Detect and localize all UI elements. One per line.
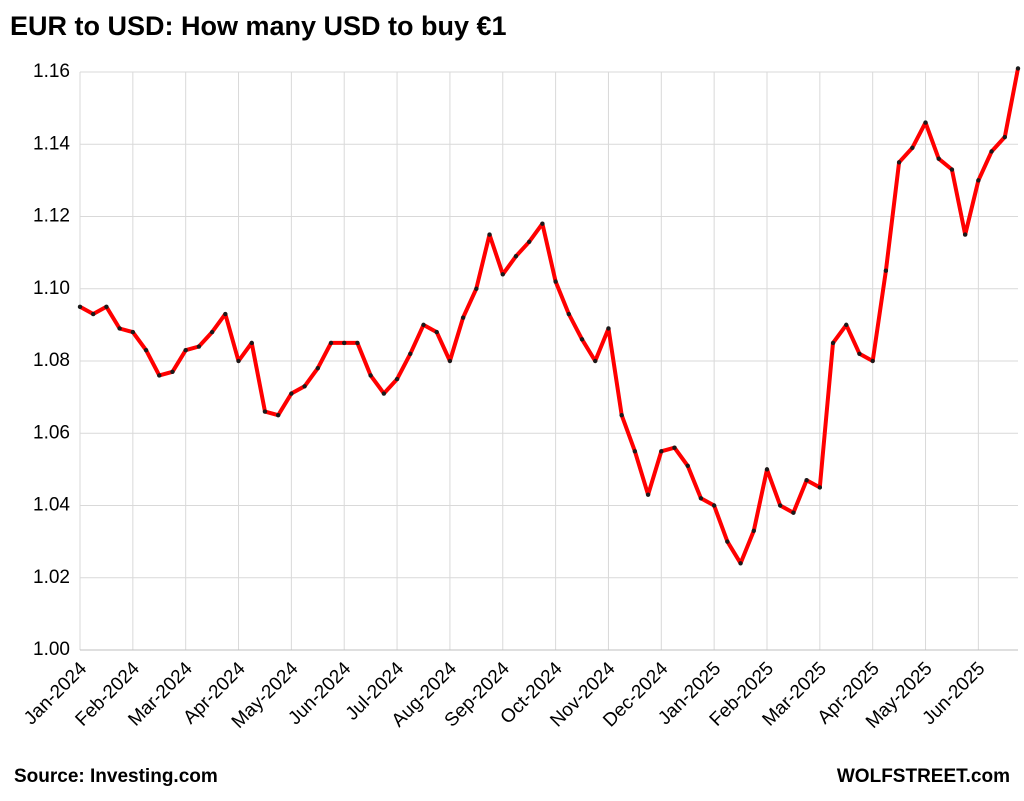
point	[1002, 134, 1007, 140]
point	[883, 268, 889, 273]
point	[579, 337, 585, 342]
point	[976, 178, 981, 183]
point	[764, 467, 770, 472]
y-tick-label: 1.12	[33, 206, 70, 227]
line	[79, 68, 1020, 566]
point	[143, 347, 149, 353]
point	[262, 409, 268, 414]
point	[170, 369, 175, 375]
point	[857, 351, 862, 356]
point	[711, 503, 717, 508]
point	[157, 373, 162, 378]
point	[989, 149, 994, 154]
point	[342, 340, 347, 346]
point	[368, 373, 373, 378]
point	[275, 412, 281, 418]
y-tick-label: 1.02	[33, 567, 70, 588]
point	[593, 358, 598, 364]
point	[830, 340, 836, 346]
point	[817, 485, 823, 490]
point	[619, 412, 624, 418]
point	[738, 561, 743, 566]
point	[698, 496, 704, 501]
point	[896, 160, 902, 165]
point	[355, 340, 360, 346]
point	[460, 315, 466, 320]
point	[183, 347, 188, 353]
point	[910, 145, 915, 151]
y-tick-label: 1.14	[33, 133, 70, 154]
point	[725, 539, 730, 544]
point	[777, 503, 783, 508]
point	[447, 358, 453, 364]
point	[804, 478, 809, 483]
point	[196, 344, 202, 349]
point	[421, 322, 426, 328]
point	[223, 311, 228, 317]
credit: WOLFSTREET.com	[837, 766, 1010, 787]
point	[381, 391, 387, 396]
point	[117, 326, 122, 331]
chart-title: EUR to USD: How many USD to buy €1	[10, 11, 507, 41]
point	[923, 120, 928, 125]
point	[632, 449, 638, 454]
y-tick-label: 1.08	[33, 350, 70, 371]
point	[500, 272, 505, 277]
point	[553, 279, 558, 284]
point	[870, 358, 875, 364]
y-tick-label: 1.04	[33, 495, 70, 516]
point	[685, 463, 690, 468]
point	[1015, 66, 1021, 71]
point	[540, 221, 545, 226]
point	[209, 329, 215, 335]
point	[408, 351, 413, 356]
point	[394, 376, 400, 382]
point	[672, 445, 677, 450]
point	[949, 167, 955, 172]
point	[315, 366, 321, 371]
point	[487, 232, 492, 237]
point	[249, 340, 254, 346]
point	[236, 358, 241, 364]
y-tick-label: 1.06	[33, 422, 70, 443]
point	[513, 254, 519, 259]
point	[302, 384, 307, 389]
y-tick-label: 1.00	[33, 639, 70, 660]
point	[791, 510, 796, 515]
point	[844, 322, 849, 328]
point	[606, 326, 611, 331]
point	[130, 329, 136, 335]
point	[962, 232, 968, 237]
point	[645, 492, 651, 497]
point	[659, 449, 664, 454]
point	[526, 239, 532, 244]
y-tick-label: 1.10	[33, 278, 70, 299]
point	[77, 304, 83, 310]
source: Source: Investing.com	[14, 766, 218, 787]
point	[91, 311, 96, 317]
y-tick-label: 1.16	[33, 61, 70, 82]
point	[104, 304, 109, 310]
point	[751, 528, 756, 533]
point	[434, 329, 439, 335]
point	[566, 311, 572, 317]
point	[328, 340, 334, 346]
point	[474, 286, 479, 291]
point	[936, 156, 941, 161]
point	[289, 391, 294, 396]
